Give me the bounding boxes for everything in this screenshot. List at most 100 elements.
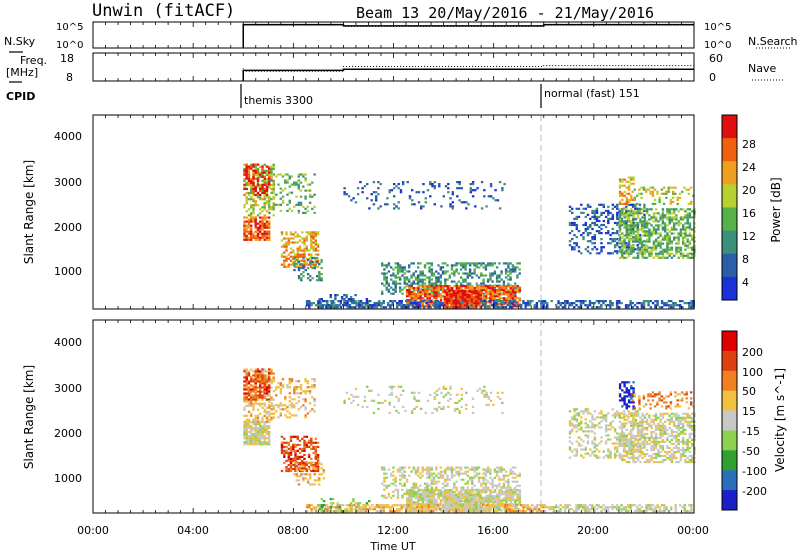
heatmap-cell (437, 264, 440, 267)
heatmap-cell (468, 270, 472, 273)
heatmap-cell (462, 489, 465, 492)
heatmap-cell (243, 236, 246, 239)
heatmap-cell (270, 378, 273, 381)
heatmap-cell (421, 493, 425, 496)
heatmap-cell (489, 287, 492, 290)
heatmap-cell (475, 306, 478, 309)
heatmap-cell (410, 285, 413, 288)
heatmap-cell (408, 499, 411, 502)
heatmap-cell (476, 187, 479, 190)
heatmap-cell (303, 241, 306, 244)
heatmap-cell (297, 386, 300, 389)
heatmap-cell (357, 306, 361, 309)
heatmap-cell (457, 287, 461, 290)
heatmap-cell (305, 463, 308, 467)
heatmap-cell (487, 397, 491, 400)
heatmap-cell (372, 181, 376, 184)
heatmap-cell (430, 264, 433, 267)
heatmap-cell (444, 280, 447, 283)
heatmap-cell (279, 412, 282, 415)
heatmap-cell (685, 188, 688, 191)
heatmap-cell (250, 390, 253, 393)
heatmap-cell (480, 262, 483, 265)
heatmap-cell (243, 394, 246, 397)
heatmap-cell (668, 246, 671, 249)
heatmap-cell (632, 232, 635, 235)
heatmap-cell (507, 289, 510, 292)
heatmap-cell (279, 187, 282, 190)
heatmap-cell (268, 372, 271, 375)
heatmap-cell (477, 266, 481, 269)
heatmap-cell (647, 304, 650, 307)
heatmap-cell (451, 205, 454, 208)
heatmap-cell (412, 503, 416, 506)
heatmap-cell (457, 300, 460, 303)
heatmap-cell (435, 468, 438, 471)
velocity-heatmap-cells (243, 368, 696, 513)
heatmap-cell (466, 482, 469, 485)
heatmap-cell (392, 482, 395, 485)
heatmap-cell (452, 300, 455, 303)
heatmap-cell (399, 276, 402, 279)
heatmap-cell (295, 386, 298, 389)
heatmap-cell (650, 248, 653, 251)
heatmap-cell (514, 285, 517, 288)
heatmap-cell (424, 495, 427, 498)
heatmap-cell (303, 445, 306, 448)
heatmap-cell (430, 293, 434, 296)
heatmap-cell (491, 264, 494, 267)
heatmap-cell (482, 476, 485, 479)
heatmap-cell (313, 479, 316, 482)
heatmap-cell (279, 191, 282, 194)
heatmap-cell (449, 393, 452, 396)
heatmap-cell (261, 372, 264, 375)
heatmap-cell (310, 253, 313, 256)
heatmap-cell (263, 404, 266, 407)
heatmap-cell (682, 226, 685, 229)
heatmap-cell (427, 306, 430, 309)
heatmap-cell (423, 282, 427, 285)
heatmap-cell (457, 296, 460, 299)
heatmap-cell (245, 418, 248, 421)
heatmap-cell (643, 213, 646, 216)
heatmap-cell (398, 300, 401, 303)
heatmap-cell (417, 491, 420, 494)
heatmap-cell (421, 274, 424, 277)
heatmap-cell (504, 474, 508, 477)
heatmap-cell (292, 443, 295, 446)
heatmap-cell (288, 392, 291, 395)
heatmap-cell (259, 394, 262, 397)
heatmap-cell (505, 497, 508, 500)
heatmap-cell (677, 210, 680, 213)
heatmap-cell (672, 200, 675, 203)
heatmap-cell (668, 238, 671, 241)
heatmap-cell (311, 408, 314, 411)
heatmap-cell (625, 234, 628, 237)
heatmap-cell (297, 209, 300, 212)
heatmap-cell (419, 291, 422, 294)
heatmap-cell (401, 270, 404, 273)
heatmap-cell (669, 200, 673, 203)
heatmap-cell (408, 501, 411, 504)
heatmap-cell (450, 272, 454, 275)
heatmap-cell (602, 203, 605, 206)
heatmap-cell (648, 240, 651, 243)
heatmap-cell (306, 390, 309, 393)
heatmap-cell (419, 495, 422, 498)
heatmap-cell (408, 497, 411, 500)
heatmap-cell (279, 173, 282, 176)
heatmap-cell (484, 287, 488, 290)
heatmap-cell (495, 278, 499, 281)
heatmap-cell (286, 181, 289, 184)
heatmap-cell (366, 197, 369, 200)
heatmap-cell (366, 304, 370, 307)
heatmap-cell (451, 191, 454, 194)
heatmap-cell (623, 244, 626, 247)
heatmap-cell (507, 484, 510, 487)
heatmap-cell (252, 437, 255, 440)
heatmap-cell (639, 236, 642, 239)
heatmap-cell (677, 234, 680, 237)
heatmap-cell (461, 294, 464, 297)
heatmap-cell (272, 206, 275, 209)
heatmap-cell (453, 409, 457, 412)
